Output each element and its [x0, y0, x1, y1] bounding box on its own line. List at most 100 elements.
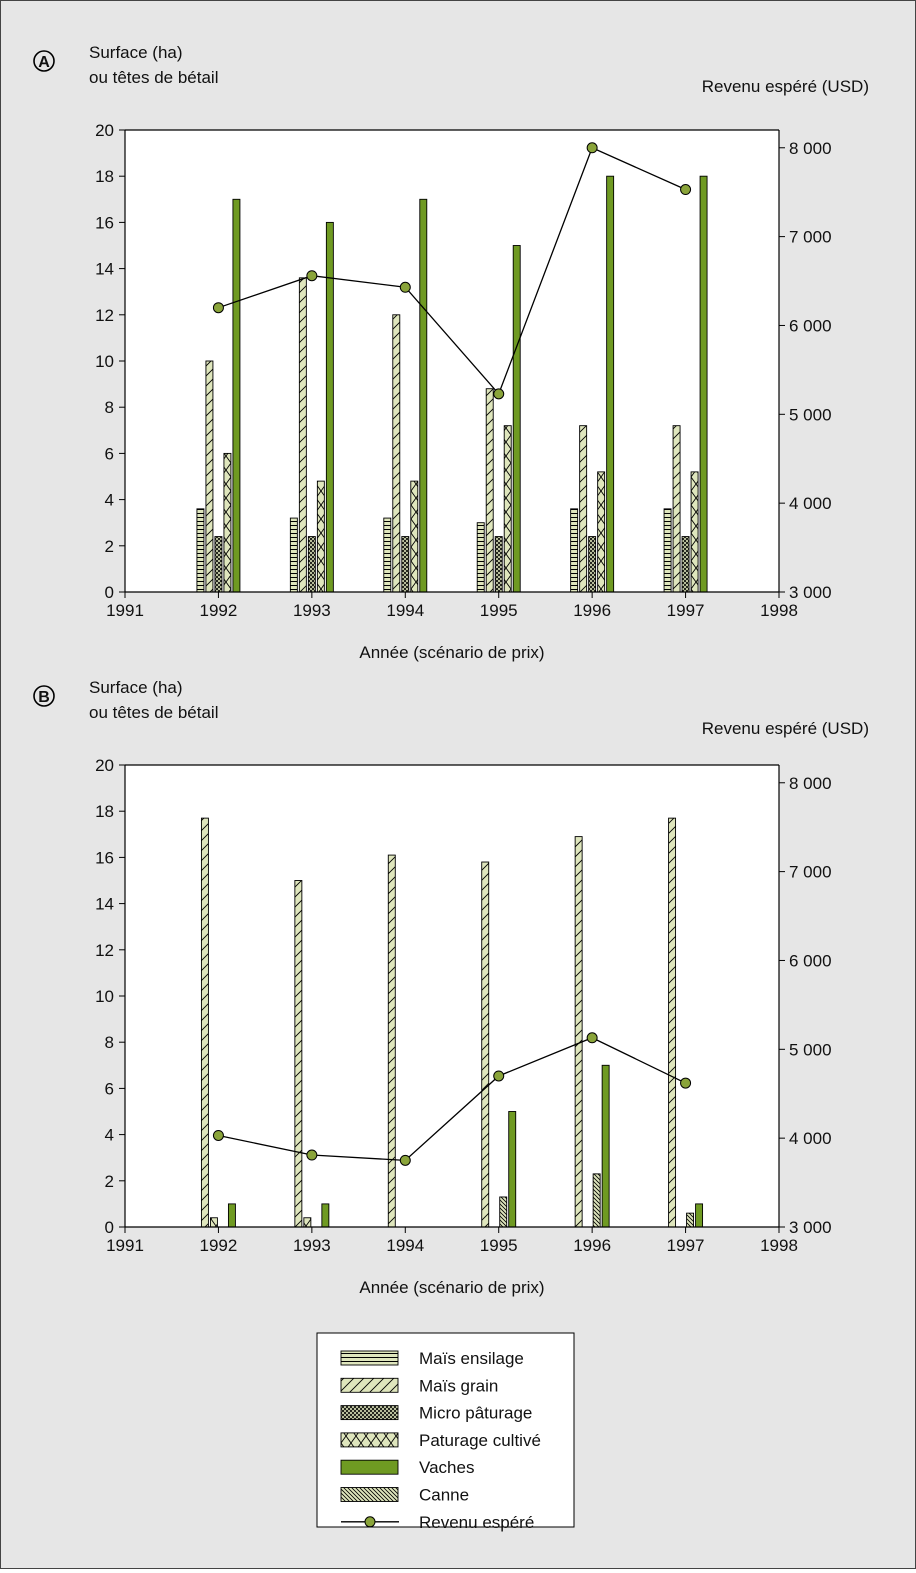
bar-diag-1996	[574, 836, 583, 1228]
y-axis-label: ou têtes de bétail	[89, 703, 218, 722]
x-tick-label: 1995	[480, 601, 518, 620]
legend-swatch-hbars	[340, 1350, 399, 1366]
revenue-point-1992	[212, 302, 224, 314]
bar-solid-1992	[232, 198, 241, 593]
bar-diag-1993	[294, 880, 303, 1228]
bar-solid-1996	[601, 1064, 610, 1228]
y-tick-label: 12	[95, 306, 114, 325]
y-tick-label: 12	[95, 941, 114, 960]
y2-tick-label: 3 000	[789, 583, 832, 602]
bar-diag-1994	[392, 314, 401, 593]
panel-badge-circle	[33, 50, 55, 72]
y-tick-label: 14	[95, 260, 114, 279]
bar-solid-1996	[606, 175, 615, 593]
y-tick-label: 18	[95, 167, 114, 186]
y2-tick-label: 6 000	[789, 316, 832, 335]
bar-diag-1995	[485, 388, 494, 593]
revenue-point-1995	[493, 388, 505, 400]
revenue-point-1997	[680, 1077, 692, 1089]
legend: Maïs ensilage Maïs grain Micro pâturage Pat…	[316, 1332, 575, 1532]
y2-axis-label: Revenu espéré (USD)	[702, 719, 869, 738]
x-axis-label: Année (scénario de prix)	[359, 1278, 544, 1297]
y-tick-label: 0	[105, 583, 114, 602]
bar-hbars-1992	[196, 508, 205, 593]
legend-swatch-solid	[340, 1459, 399, 1475]
legend-swatch-back	[340, 1487, 399, 1502]
panel-label: B	[38, 689, 50, 706]
y-tick-label: 20	[95, 756, 114, 775]
revenue-point-1993	[306, 1149, 318, 1161]
y-tick-label: 20	[95, 121, 114, 140]
x-tick-label: 1997	[667, 601, 705, 620]
bar-xfine-1992	[214, 536, 223, 593]
bar-xfine-1993	[307, 536, 316, 593]
bar-xcoarse-1995	[503, 425, 512, 593]
y-tick-label: 4	[105, 1126, 114, 1145]
x-tick-label: 1994	[386, 1236, 424, 1255]
plot-area	[125, 130, 779, 592]
bar-xcoarse-1993	[303, 1217, 312, 1228]
y2-tick-label: 6 000	[789, 951, 832, 970]
revenue-point-1994	[399, 1154, 411, 1166]
legend-swatch-xfine	[340, 1405, 399, 1421]
bar-solid-1997	[695, 1203, 704, 1228]
y2-tick-label: 4 000	[789, 1129, 832, 1148]
chart-panel-a: A Surface (ha) ou têtes de bétail Revenu es…	[33, 43, 869, 662]
bar-xfine-1994	[401, 536, 410, 593]
bar-xcoarse-1992	[209, 1217, 218, 1228]
revenue-point-1992	[212, 1129, 224, 1141]
y-tick-label: 2	[105, 537, 114, 556]
x-tick-label: 1992	[200, 601, 238, 620]
panel-label: A	[38, 54, 50, 71]
x-tick-label: 1996	[573, 601, 611, 620]
bar-hbars-1995	[476, 522, 485, 593]
x-axis-label: Année (scénario de prix)	[359, 643, 544, 662]
bar-xcoarse-1994	[410, 480, 419, 593]
panel-badge-circle	[33, 685, 55, 707]
y-tick-label: 6	[105, 1079, 114, 1098]
revenue-point-1996	[586, 142, 598, 154]
bar-solid-1995	[512, 245, 521, 593]
revenue-point-1993	[306, 270, 318, 282]
bar-xfine-1996	[588, 536, 597, 593]
bar-solid-1994	[419, 198, 428, 593]
bar-solid-1995	[508, 1111, 517, 1228]
revenue-point-1996	[586, 1032, 598, 1044]
bar-solid-1993	[321, 1203, 330, 1228]
bar-back-1997	[686, 1212, 695, 1228]
bar-xcoarse-1992	[223, 452, 232, 593]
bar-solid-1997	[699, 175, 708, 593]
bar-xfine-1997	[681, 536, 690, 593]
y2-tick-label: 8 000	[789, 139, 832, 158]
x-tick-label: 1994	[386, 601, 424, 620]
plot-area	[125, 765, 779, 1227]
y-axis-label: ou têtes de bétail	[89, 68, 218, 87]
revenue-point-1995	[493, 1070, 505, 1082]
legend-label: Maïs ensilage	[419, 1349, 524, 1368]
x-tick-label: 1996	[573, 1236, 611, 1255]
bar-solid-1992	[227, 1203, 236, 1228]
legend-swatch-diag	[340, 1377, 399, 1393]
y-tick-label: 8	[105, 1033, 114, 1052]
legend-label: Vaches	[419, 1458, 474, 1477]
y2-tick-label: 5 000	[789, 405, 832, 424]
y-tick-label: 8	[105, 398, 114, 417]
x-tick-label: 1992	[200, 1236, 238, 1255]
y2-tick-label: 3 000	[789, 1218, 832, 1237]
bar-diag-1992	[205, 360, 214, 593]
revenue-line	[218, 1037, 686, 1162]
y-tick-label: 2	[105, 1172, 114, 1191]
legend-label: Paturage cultivé	[419, 1431, 541, 1450]
bar-back-1995	[499, 1196, 508, 1228]
bar-xcoarse-1996	[597, 471, 606, 593]
x-tick-label: 1991	[106, 601, 144, 620]
y2-tick-label: 7 000	[789, 863, 832, 882]
bar-xfine-1995	[494, 536, 503, 593]
y-tick-label: 18	[95, 802, 114, 821]
chart-panel-b: B Surface (ha) ou têtes de bétail Revenu es…	[33, 678, 869, 1297]
y2-axis-label: Revenu espéré (USD)	[702, 77, 869, 96]
y2-tick-label: 5 000	[789, 1040, 832, 1059]
y-axis-label: Surface (ha)	[89, 43, 183, 62]
